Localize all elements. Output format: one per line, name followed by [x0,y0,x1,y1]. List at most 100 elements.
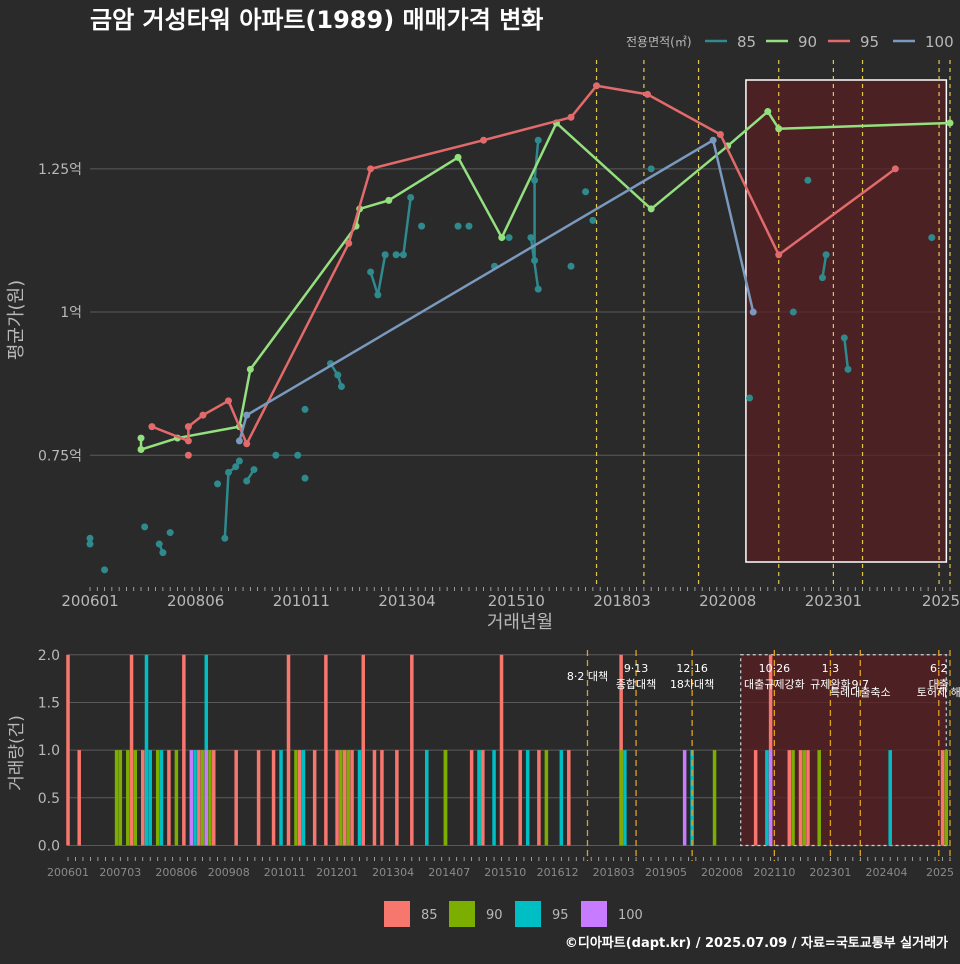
policy-annotation: 10·26 [759,662,791,675]
data-point-85 [232,463,240,471]
data-point-85 [155,540,163,548]
x-tick-label: 200806 [167,592,224,610]
data-point-85 [101,566,109,574]
data-point-85 [928,234,936,242]
bar-85 [335,750,339,846]
x-tick-label: 200601 [47,866,89,879]
x-axis-label: 거래년월 [487,612,553,633]
policy-annotation: 18차대책 [670,678,714,691]
bar-90 [712,750,717,846]
legend-label-90: 90 [486,908,503,923]
data-point-85 [418,222,426,230]
legend-label-90: 90 [798,33,817,51]
bar-90 [443,750,448,846]
data-point-90 [385,196,393,204]
x-tick-label: 2025 [926,866,954,879]
data-point-85 [844,365,852,373]
data-point-85 [454,222,462,230]
bar-100 [204,750,209,846]
series-90 [137,108,954,454]
y-tick-label: 1억 [60,305,82,321]
data-point-85 [465,222,473,230]
data-point-85 [534,285,542,293]
data-point-95 [775,251,783,259]
series-line-85 [396,197,412,257]
y-axis-label: 거래량(건) [7,715,27,791]
bar-85 [140,750,145,846]
bar-90 [619,750,623,846]
bar-90 [791,750,795,846]
bar-95 [690,750,694,846]
policy-annotation: 12·16 [676,662,708,675]
bar-series-85 [66,654,945,846]
data-point-85 [589,216,597,224]
bar-95 [477,750,481,846]
data-point-85 [647,165,655,173]
data-point-95 [184,437,192,445]
bar-90 [294,750,298,846]
x-tick-label: 202110 [753,866,795,879]
legend-swatch-90 [449,901,475,927]
bar-85 [567,750,571,846]
data-point-95 [716,130,724,138]
data-point-95 [593,82,601,90]
bar-90 [126,750,130,846]
data-point-85 [272,451,280,459]
legend-label-85: 85 [421,908,438,923]
bar-90 [208,750,212,846]
data-point-85 [534,136,542,144]
bar-85 [350,750,354,846]
x-tick-label: 201407 [428,866,470,879]
data-point-95 [243,440,251,448]
bar-85 [312,750,317,846]
data-point-85 [243,477,251,485]
data-point-85 [337,383,345,391]
x-tick-label: 201803 [593,866,635,879]
legend-label-100: 100 [925,33,954,51]
data-point-85 [235,457,243,465]
data-point-95 [148,423,156,431]
data-point-85 [250,466,258,474]
bar-series-90 [114,750,949,846]
data-point-85 [214,480,222,488]
bottom-legend: 85 90 95 100 [384,901,643,927]
data-point-85 [224,468,232,476]
series-95 [148,82,899,459]
data-point-90 [454,153,462,161]
data-point-95 [567,113,575,121]
bar-95 [301,750,306,846]
data-point-85 [804,176,812,184]
bar-85 [380,750,384,846]
y-tick-label: 1.0 [38,743,60,759]
bar-90 [118,750,123,846]
data-point-85 [166,529,174,537]
y-tick-label: 2.0 [38,648,60,664]
data-point-95 [184,451,192,459]
policy-annotation: 6·2 [930,662,948,675]
bar-85 [469,750,474,846]
bar-95 [525,750,530,846]
x-tick-label: 202301 [805,592,862,610]
data-point-85 [86,534,94,542]
bar-85 [342,750,347,846]
x-tick-label: 201510 [488,592,545,610]
y-tick-label: 1.5 [38,695,60,711]
bar-85 [806,750,810,846]
bar-90 [339,750,343,846]
bar-90 [155,750,160,846]
bar-100 [768,750,773,846]
data-point-90 [946,119,954,127]
data-point-85 [789,308,797,316]
data-point-85 [301,405,309,413]
data-point-90 [647,205,655,213]
data-point-100 [749,308,757,316]
bar-100 [189,750,194,846]
credit-text: ©디아파트(dapt.kr) / 2025.07.09 / 자료=국토교통부 실… [565,935,948,951]
bar-95 [888,750,892,846]
bar-95 [193,750,197,846]
data-point-95 [891,165,899,173]
x-tick-label: 201201 [316,866,358,879]
bar-90 [346,750,351,846]
bar-90 [114,750,119,846]
y-tick-label: 1.25억 [38,162,82,178]
